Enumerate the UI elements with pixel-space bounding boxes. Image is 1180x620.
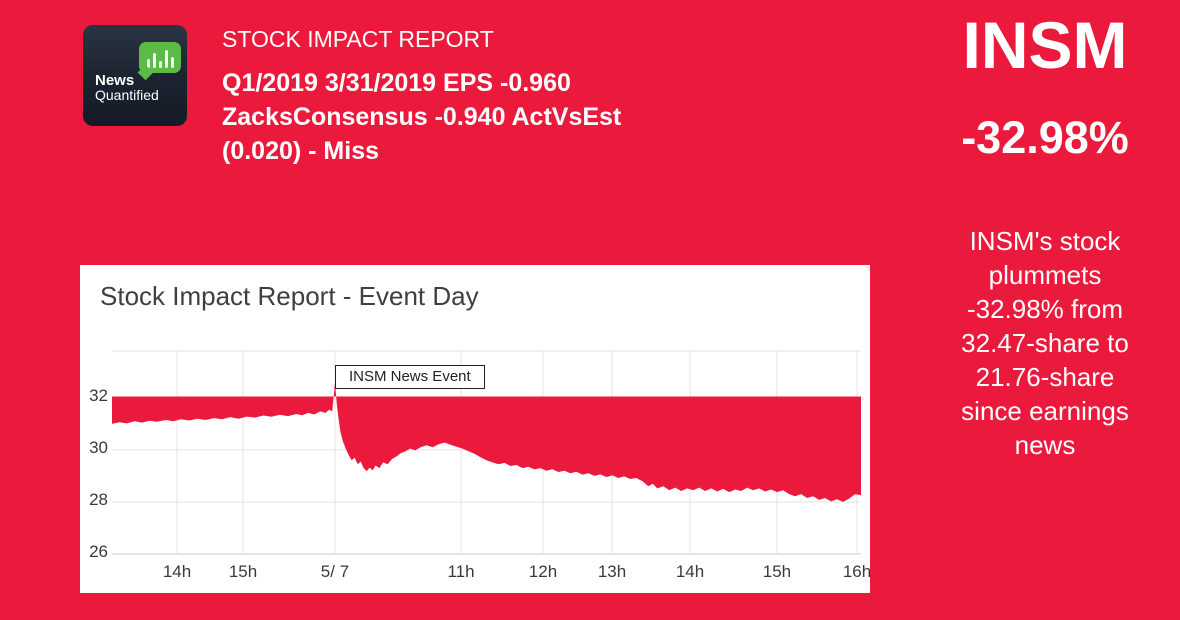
x-axis-label: 14h	[162, 562, 192, 581]
chart-title: Stock Impact Report - Event Day	[100, 281, 479, 311]
x-axis-label: 12h	[528, 562, 558, 581]
news-event-annotation: INSM News Event	[334, 365, 485, 389]
logo-text: News Quantified	[95, 73, 159, 103]
y-axis-label: 30	[89, 437, 108, 457]
y-axis-label: 28	[89, 489, 108, 509]
x-axis-label: 13h	[597, 562, 627, 581]
x-axis-label: 5/ 7	[320, 562, 350, 581]
ticker-summary-text: INSM's stock plummets -32.98% from 32.47…	[961, 226, 1129, 460]
chart-bar-icon	[170, 57, 174, 68]
y-axis-label: 26	[89, 542, 108, 561]
chart-bar-icon	[146, 59, 150, 68]
price-area-chart	[112, 350, 861, 555]
ticker-change-percent: -32.98%	[961, 112, 1129, 163]
chart-bar-icon	[164, 50, 168, 68]
x-axis-label: 11h	[447, 562, 475, 581]
earnings-detail-line: ZacksConsensus -0.940 ActVsEst	[222, 103, 622, 131]
price-area-series	[112, 382, 861, 502]
x-axis-label: 15h	[228, 562, 258, 581]
chart-bar-icon	[158, 61, 162, 68]
earnings-detail-line: Q1/2019 3/31/2019 EPS -0.960	[222, 69, 571, 97]
news-quantified-logo: News Quantified	[83, 25, 187, 126]
logo-text-line2: Quantified	[95, 87, 159, 103]
earnings-detail: Q1/2019 3/31/2019 EPS -0.960 ZacksConsen…	[222, 66, 621, 168]
chart-bar-icon	[152, 53, 156, 68]
chart-panel: Stock Impact Report - Event Day INSM New…	[80, 265, 871, 593]
earnings-detail-line: (0.020) - Miss	[222, 137, 380, 165]
y-axis-label: 32	[89, 385, 108, 405]
report-title: STOCK IMPACT REPORT	[222, 26, 494, 52]
x-axis-label: 15h	[762, 562, 792, 581]
x-axis-label: 14h	[675, 562, 705, 581]
logo-text-line1: News	[95, 72, 135, 89]
x-axis-label: 16h	[842, 562, 872, 581]
ticker-column: INSM -32.98% INSM's stock plummets -32.9…	[915, 0, 1175, 462]
ticker-symbol: INSM	[962, 8, 1128, 82]
